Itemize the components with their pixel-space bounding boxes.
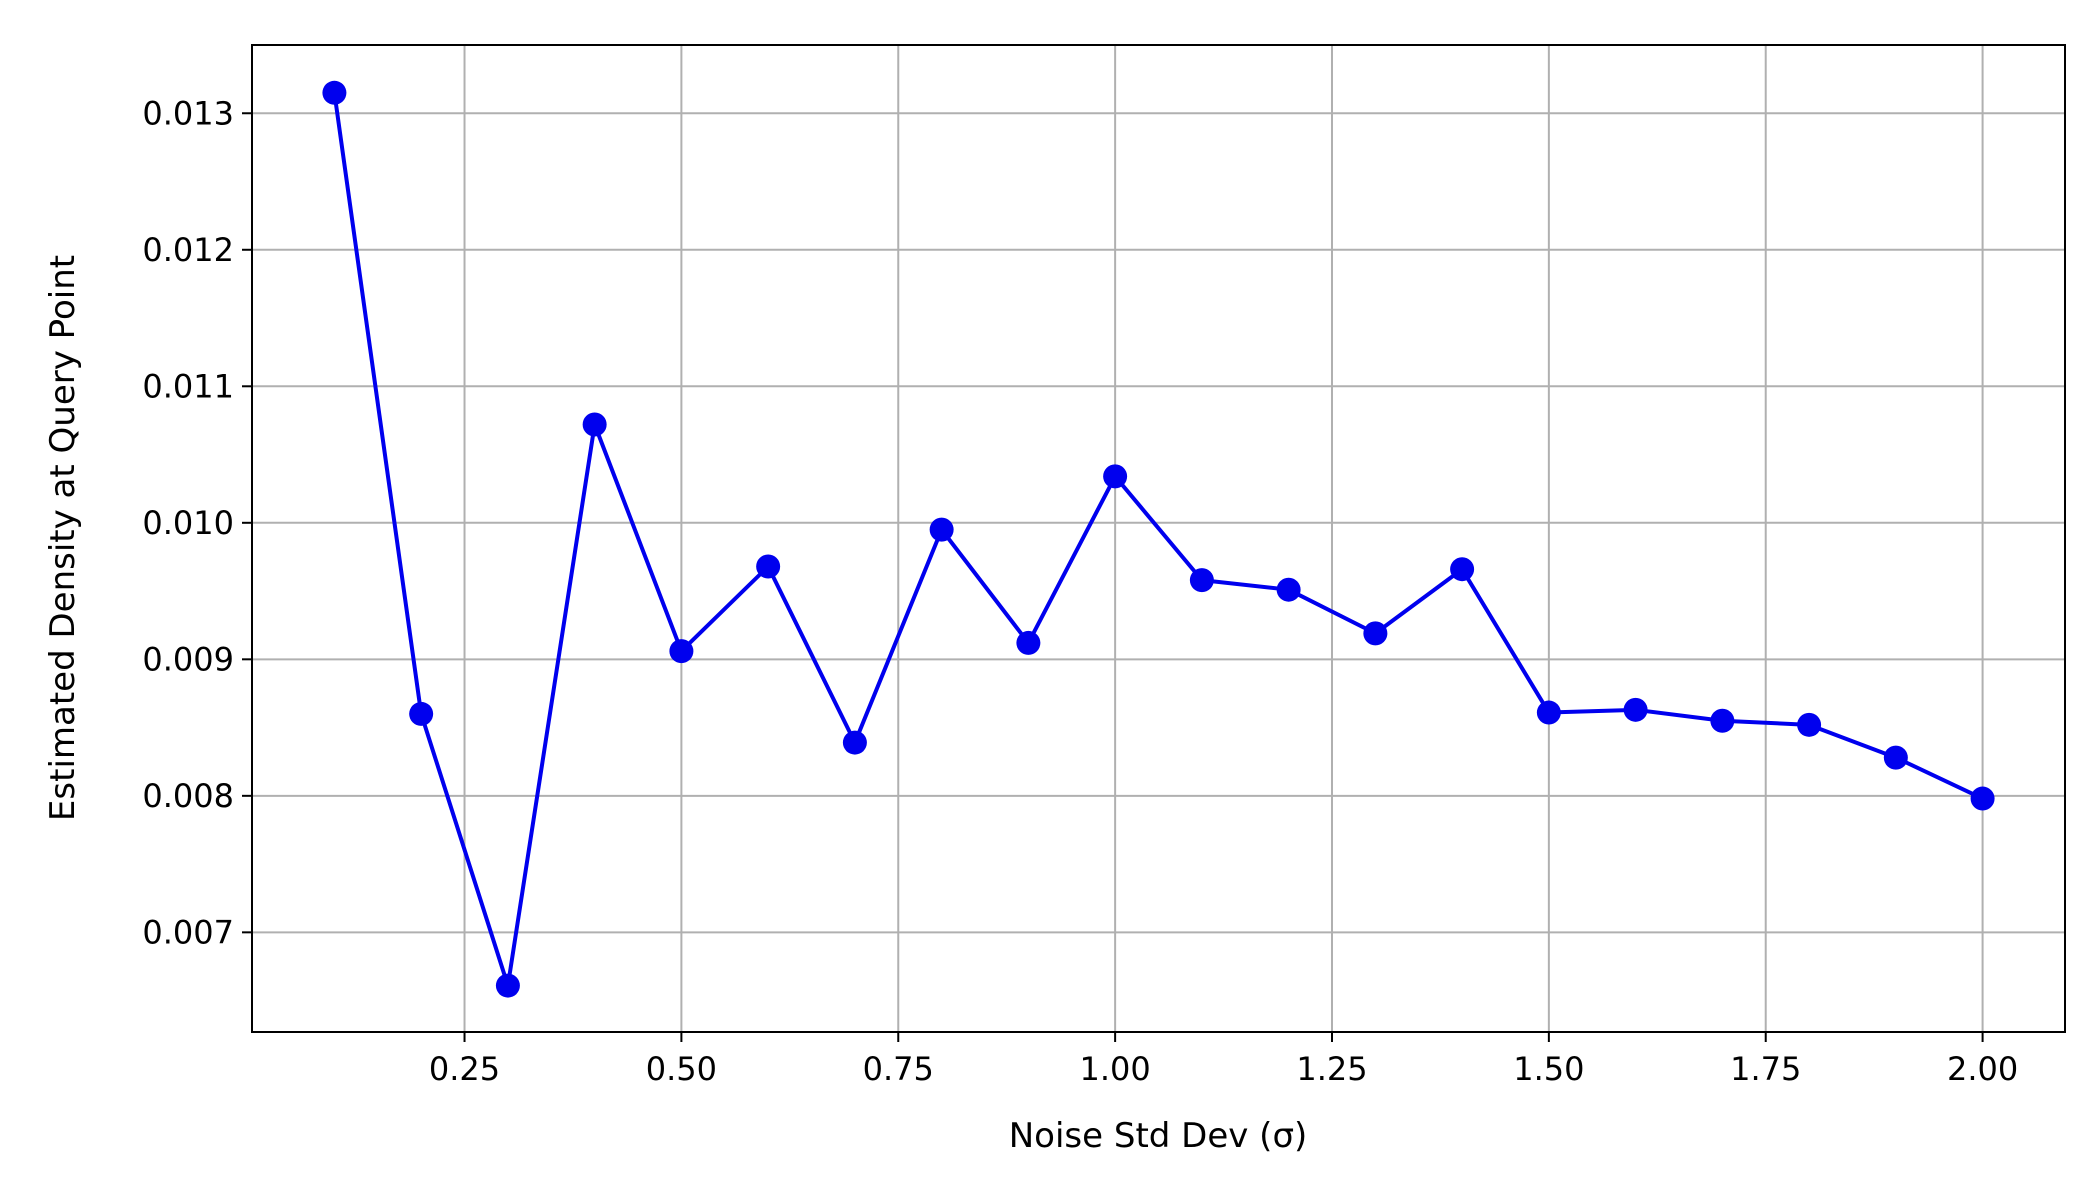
grid-lines [252, 45, 2065, 1032]
data-point [1189, 568, 1214, 593]
x-tick-label: 0.25 [429, 1050, 500, 1088]
data-point [1450, 557, 1475, 582]
data-point [1623, 697, 1648, 722]
x-tick-label: 1.50 [1513, 1050, 1584, 1088]
data-series [322, 80, 1995, 998]
plot-frame [251, 44, 2066, 1033]
data-point [756, 554, 781, 579]
series-line [332, 90, 1985, 988]
x-tick-label: 1.25 [1296, 1050, 1367, 1088]
x-tick-label: 0.50 [646, 1050, 717, 1088]
x-tick-label: 1.75 [1730, 1050, 1801, 1088]
y-tick-label: 0.010 [142, 504, 234, 542]
data-point [1016, 630, 1041, 655]
data-point [1363, 621, 1388, 646]
data-point [495, 973, 520, 998]
data-point [409, 701, 434, 726]
data-point [1883, 745, 1908, 770]
axis-ticks: 0.25 0.50 0.75 1.00 1.25 1.50 1.75 2.00 0.007 0.0… [142, 94, 2018, 1088]
y-axis-label: Estimated Density at Query Point [43, 255, 83, 821]
data-point [929, 517, 954, 542]
x-axis-label: Noise Std Dev (σ) [1009, 1116, 1308, 1156]
y-tick-label: 0.011 [142, 367, 234, 405]
x-tick-label: 0.75 [863, 1050, 934, 1088]
x-tick-label: 1.00 [1080, 1050, 1151, 1088]
data-point [1536, 700, 1561, 725]
data-point [669, 639, 694, 664]
data-point [1103, 464, 1128, 489]
y-tick-label: 0.013 [142, 94, 234, 132]
data-point [1276, 577, 1301, 602]
x-tick-label: 2.00 [1947, 1050, 2018, 1088]
data-point [1970, 786, 1995, 811]
y-tick-label: 0.008 [142, 777, 234, 815]
data-point [582, 412, 607, 437]
data-point [1797, 712, 1822, 737]
y-tick-label: 0.012 [142, 231, 234, 269]
y-tick-label: 0.007 [142, 913, 234, 951]
y-tick-label: 0.009 [142, 640, 234, 678]
data-point [842, 730, 867, 755]
data-point [322, 80, 347, 105]
data-point [1710, 708, 1735, 733]
